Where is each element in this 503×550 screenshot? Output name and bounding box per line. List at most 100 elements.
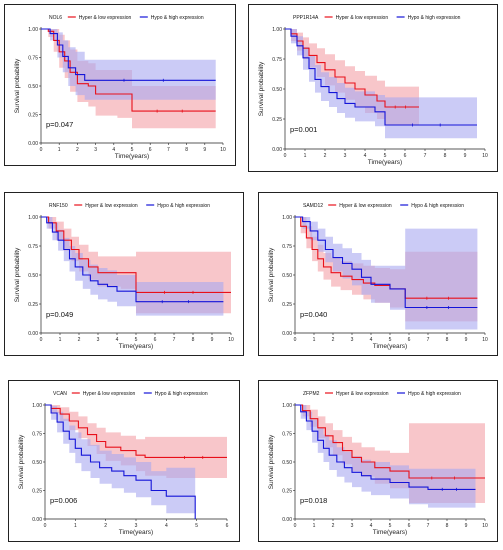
- ci-band-red: [45, 405, 227, 478]
- y-tick-label: 1.00: [28, 27, 38, 33]
- x-tick-label: 6: [404, 153, 407, 159]
- survival-curve-red: [295, 216, 478, 299]
- x-tick-label: 6: [154, 337, 157, 343]
- legend-label-blue: Hypo & high expression: [408, 15, 461, 21]
- y-tick-label: 0.50: [32, 460, 42, 466]
- y-tick-label: 0.25: [28, 302, 38, 308]
- survival-curve-red: [295, 404, 485, 479]
- survival-curve-red: [41, 216, 231, 293]
- x-tick-label: 2: [104, 523, 107, 529]
- x-tick-label: 7: [427, 523, 430, 529]
- legend-label-red: Hyper & low expression: [79, 15, 132, 21]
- x-tick-label: 0: [44, 523, 47, 529]
- x-tick-label: 10: [482, 523, 488, 529]
- legend-label-red: Hyper & low expression: [83, 391, 136, 397]
- x-tick-label: 4: [370, 337, 373, 343]
- gene-name-label: RNF150: [49, 203, 68, 209]
- panel-vcan: VCAN Hyper & low expression Hypo & high ex…: [8, 380, 240, 542]
- x-tick-label: 7: [167, 147, 170, 153]
- x-tick-label: 8: [192, 337, 195, 343]
- survival-curve-red: [285, 28, 419, 108]
- x-tick-label: 5: [195, 523, 198, 529]
- p-value-label: p=0.018: [300, 496, 327, 505]
- y-axis-title: Survival probability: [18, 434, 25, 489]
- x-tick-label: 1: [304, 153, 307, 159]
- x-tick-label: 3: [351, 337, 354, 343]
- x-tick-label: 6: [226, 523, 229, 529]
- p-value-label: p=0.047: [46, 120, 73, 129]
- ci-band-blue: [41, 29, 216, 100]
- y-tick-label: 0.00: [272, 147, 282, 153]
- y-tick-label: 0.75: [28, 55, 38, 61]
- x-tick-label: 2: [332, 523, 335, 529]
- x-tick-label: 3: [351, 523, 354, 529]
- y-tick-label: 1.00: [272, 27, 282, 33]
- y-tick-label: 1.00: [282, 403, 292, 409]
- gene-name-label: VCAN: [53, 391, 67, 397]
- x-tick-label: 4: [112, 147, 115, 153]
- survival-curve-blue: [41, 28, 216, 81]
- y-tick-label: 0.00: [32, 517, 42, 523]
- x-tick-label: 3: [94, 147, 97, 153]
- x-axis-title: Time(years): [119, 343, 153, 350]
- x-tick-label: 9: [464, 153, 467, 159]
- y-tick-label: 0.00: [282, 517, 292, 523]
- x-tick-label: 3: [344, 153, 347, 159]
- p-value-label: p=0.049: [46, 310, 73, 319]
- x-tick-label: 9: [465, 523, 468, 529]
- x-axis-title: Time(years): [373, 529, 407, 536]
- ci-band-blue: [285, 29, 477, 139]
- x-tick-label: 7: [427, 337, 430, 343]
- y-tick-label: 0.75: [272, 57, 282, 63]
- panel-ppp1r14a: PPP1R14A Hyper & low expression Hypo & hig…: [248, 4, 498, 172]
- survival-curve-blue: [41, 216, 224, 303]
- y-tick-label: 0.75: [282, 244, 292, 250]
- x-tick-label: 9: [203, 147, 206, 153]
- x-tick-label: 2: [76, 147, 79, 153]
- x-tick-label: 1: [313, 523, 316, 529]
- x-tick-label: 1: [59, 337, 62, 343]
- x-axis-title: Time(years): [373, 343, 407, 350]
- legend-label-blue: Hypo & high expression: [157, 203, 210, 209]
- legend-label-red: Hyper & low expression: [336, 15, 389, 21]
- y-tick-label: 0.25: [272, 117, 282, 123]
- y-tick-label: 0.50: [28, 273, 38, 279]
- x-tick-label: 7: [173, 337, 176, 343]
- legend-label-blue: Hypo & high expression: [151, 15, 204, 21]
- y-tick-label: 0.50: [282, 460, 292, 466]
- x-tick-label: 3: [97, 337, 100, 343]
- x-axis-title: Time(years): [119, 529, 153, 536]
- x-tick-label: 0: [294, 337, 297, 343]
- x-tick-label: 6: [408, 523, 411, 529]
- km-plot-zfpm2: ZFPM2 Hyper & low expression Hypo & high e…: [268, 391, 488, 536]
- x-tick-label: 4: [165, 523, 168, 529]
- panel-nol6: NOL6 Hyper & low expression Hypo & high ex…: [4, 4, 236, 166]
- x-tick-label: 10: [228, 337, 234, 343]
- y-tick-label: 0.00: [28, 141, 38, 147]
- y-tick-label: 1.00: [282, 215, 292, 221]
- x-tick-label: 10: [482, 153, 488, 159]
- x-tick-label: 6: [149, 147, 152, 153]
- x-tick-label: 4: [116, 337, 119, 343]
- p-value-label: p=0.006: [50, 496, 77, 505]
- km-plot-rnf150: RNF150 Hyper & low expression Hypo & high …: [14, 203, 234, 350]
- legend-label-blue: Hypo & high expression: [411, 203, 464, 209]
- x-tick-label: 2: [78, 337, 81, 343]
- x-tick-label: 8: [446, 337, 449, 343]
- y-tick-label: 0.50: [28, 84, 38, 90]
- x-axis-title: Time(years): [115, 153, 149, 160]
- y-tick-label: 0.00: [282, 331, 292, 337]
- ci-band-blue: [41, 217, 224, 316]
- x-tick-label: 5: [389, 523, 392, 529]
- ci-band-blue: [295, 217, 478, 330]
- y-tick-label: 0.75: [28, 244, 38, 250]
- x-tick-label: 1: [313, 337, 316, 343]
- km-plot-ppp1r14a: PPP1R14A Hyper & low expression Hypo & hig…: [258, 15, 488, 166]
- survival-curve-blue: [45, 404, 196, 519]
- survival-curve-red: [41, 28, 216, 112]
- x-tick-label: 2: [332, 337, 335, 343]
- x-tick-label: 1: [74, 523, 77, 529]
- y-axis-title: Survival probability: [14, 247, 21, 302]
- y-tick-label: 1.00: [28, 215, 38, 221]
- x-tick-label: 0: [40, 147, 43, 153]
